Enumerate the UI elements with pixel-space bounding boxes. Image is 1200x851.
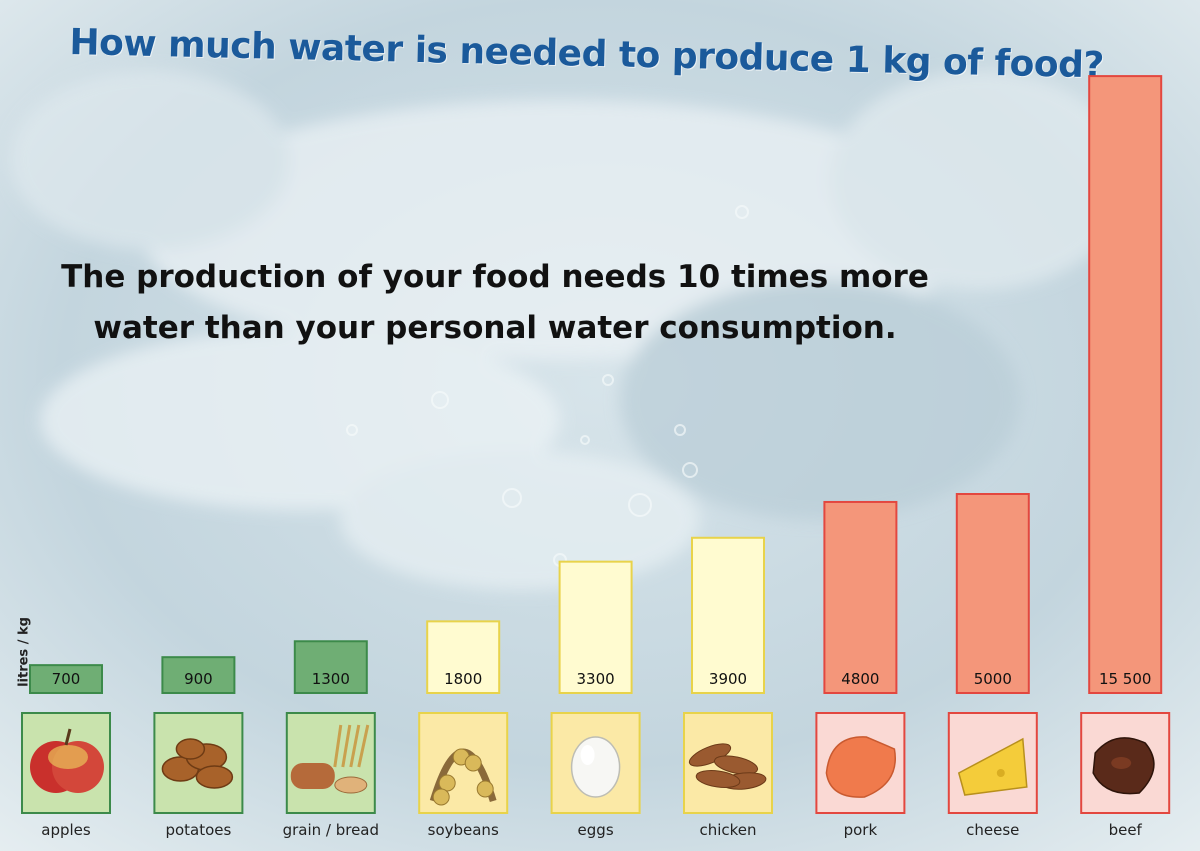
food-tile-grain-bread bbox=[285, 712, 376, 814]
data-label: 5000 bbox=[974, 670, 1012, 688]
data-label: 1800 bbox=[444, 670, 482, 688]
food-tile-soybeans bbox=[418, 712, 509, 814]
food-tile-beef bbox=[1080, 712, 1171, 814]
data-label: 700 bbox=[52, 670, 81, 688]
egg-icon bbox=[570, 736, 621, 798]
food-tile-potatoes bbox=[153, 712, 244, 814]
beef-icon bbox=[1092, 737, 1155, 795]
category-label: apples bbox=[41, 821, 91, 839]
bar-grain-bread bbox=[293, 640, 368, 695]
bar-cheese bbox=[955, 493, 1030, 694]
food-tile-chicken bbox=[683, 712, 773, 814]
food-tile-apples bbox=[21, 712, 111, 814]
bread-icon bbox=[290, 724, 370, 794]
bar-apples bbox=[29, 664, 103, 695]
data-label: 1300 bbox=[312, 670, 350, 688]
bar-soybeans bbox=[426, 620, 501, 694]
soybeans-icon bbox=[429, 748, 497, 806]
category-label: cheese bbox=[966, 821, 1019, 839]
data-label: 3900 bbox=[709, 670, 747, 688]
category-label: potatoes bbox=[165, 821, 231, 839]
data-label: 4800 bbox=[841, 670, 879, 688]
potatoes-icon bbox=[161, 738, 234, 789]
apple-icon bbox=[30, 728, 104, 793]
category-label: eggs bbox=[578, 821, 614, 839]
category-label: chicken bbox=[699, 821, 756, 839]
food-tile-pork bbox=[815, 712, 906, 814]
chicken-icon bbox=[688, 743, 767, 790]
bar-beef bbox=[1088, 75, 1163, 695]
data-label: 3300 bbox=[577, 670, 615, 688]
cheese-icon bbox=[957, 737, 1028, 796]
food-tile-cheese bbox=[947, 712, 1038, 814]
bar-eggs bbox=[558, 560, 633, 694]
bar-chicken bbox=[691, 536, 765, 695]
data-label: 900 bbox=[184, 670, 213, 688]
food-tile-eggs bbox=[550, 712, 641, 814]
bar-pork bbox=[823, 500, 898, 694]
category-label: pork bbox=[844, 821, 878, 839]
category-label: beef bbox=[1109, 821, 1143, 839]
data-label: 15 500 bbox=[1099, 670, 1152, 688]
bar-potatoes bbox=[161, 656, 236, 694]
category-label: soybeans bbox=[428, 821, 499, 839]
pork-icon bbox=[825, 736, 896, 798]
chart-subtitle: The production of your food needs 10 tim… bbox=[61, 259, 929, 346]
category-label: grain / bread bbox=[283, 821, 379, 839]
